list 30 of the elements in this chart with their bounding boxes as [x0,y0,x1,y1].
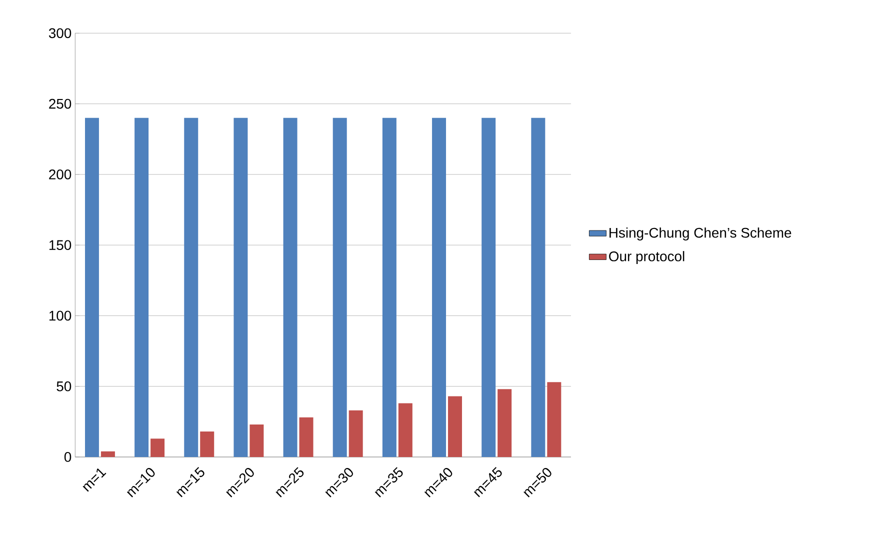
bar [84,118,99,457]
y-tick-label: 300 [48,28,72,38]
bar [283,118,298,457]
bar [150,438,165,457]
legend-label: Hsing-Chung Chen’s Scheme [610,227,792,240]
y-tick-label: 50 [56,381,72,392]
bar [332,118,347,457]
bar [448,396,462,457]
bar [432,118,446,457]
y-tick-label: 200 [49,169,72,180]
bar [531,118,546,457]
bar [200,431,214,457]
bar [382,118,396,457]
bar [498,389,512,457]
bar [348,410,363,457]
bar [547,382,562,457]
bar [100,451,115,457]
bar [299,417,314,457]
y-tick-label: 150 [49,240,72,250]
y-tick-label: 250 [49,98,72,109]
y-tick-label: 100 [49,310,72,321]
x-tick-label: m=1 [82,468,106,492]
legend-label: Our protocol [609,251,684,264]
bar [234,118,248,457]
bar [398,403,412,457]
bar [184,118,198,457]
y-tick-label: 0 [64,452,72,462]
bar [482,118,496,457]
bar [134,118,149,457]
bar [250,424,264,457]
